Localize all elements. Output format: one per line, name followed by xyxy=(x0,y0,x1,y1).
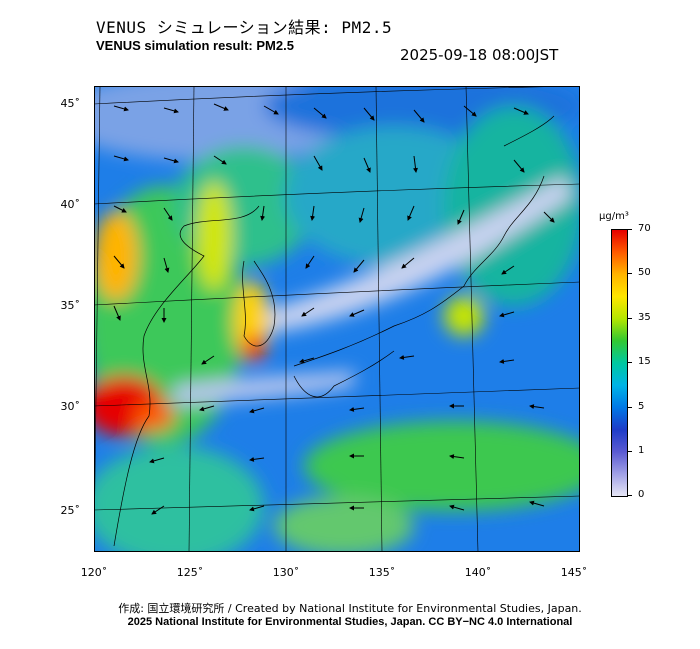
lat-label-40: 40˚ xyxy=(60,198,81,211)
lat-label-35: 35˚ xyxy=(60,299,81,312)
colorbar-tick xyxy=(627,229,632,230)
lat-label-25: 25˚ xyxy=(60,504,81,517)
colorbar-label-35: 35 xyxy=(638,312,651,323)
colorbar xyxy=(611,229,628,497)
wind-vectors xyxy=(113,103,555,515)
colorbar-tick xyxy=(627,451,632,452)
colorbar-label-5: 5 xyxy=(638,401,645,412)
colorbar-label-50: 50 xyxy=(638,267,651,278)
forecast-timestamp: 2025-09-18 08:00JST xyxy=(400,46,559,64)
title-japanese: VENUS シミュレーション結果: PM2.5 xyxy=(96,18,393,37)
license-line: 2025 National Institute for Environmenta… xyxy=(127,616,573,628)
pm25-map xyxy=(94,86,580,552)
coastlines xyxy=(113,115,555,547)
colorbar-label-70: 70 xyxy=(638,223,651,234)
colorbar-label-0: 0 xyxy=(638,489,645,500)
lat-label-45: 45˚ xyxy=(60,97,81,110)
lat-label-30: 30˚ xyxy=(60,400,81,413)
lon-label-135: 135˚ xyxy=(368,566,396,579)
lon-label-145: 145˚ xyxy=(560,566,588,579)
graticule xyxy=(94,86,580,552)
concentration-field xyxy=(94,86,580,552)
lon-label-125: 125˚ xyxy=(176,566,204,579)
colorbar-unit: μg/m³ xyxy=(599,211,629,222)
title-english: VENUS simulation result: PM2.5 xyxy=(96,38,294,53)
colorbar-tick xyxy=(627,273,632,274)
colorbar-label-1: 1 xyxy=(638,445,645,456)
colorbar-tick xyxy=(627,495,632,496)
lon-label-120: 120˚ xyxy=(80,566,108,579)
colorbar-label-15: 15 xyxy=(638,356,651,367)
colorbar-tick xyxy=(627,407,632,408)
lon-label-130: 130˚ xyxy=(272,566,300,579)
colorbar-tick xyxy=(627,318,632,319)
colorbar-tick xyxy=(627,362,632,363)
lon-label-140: 140˚ xyxy=(464,566,492,579)
credit-line: 作成: 国立環境研究所 / Created by National Instit… xyxy=(118,602,582,615)
